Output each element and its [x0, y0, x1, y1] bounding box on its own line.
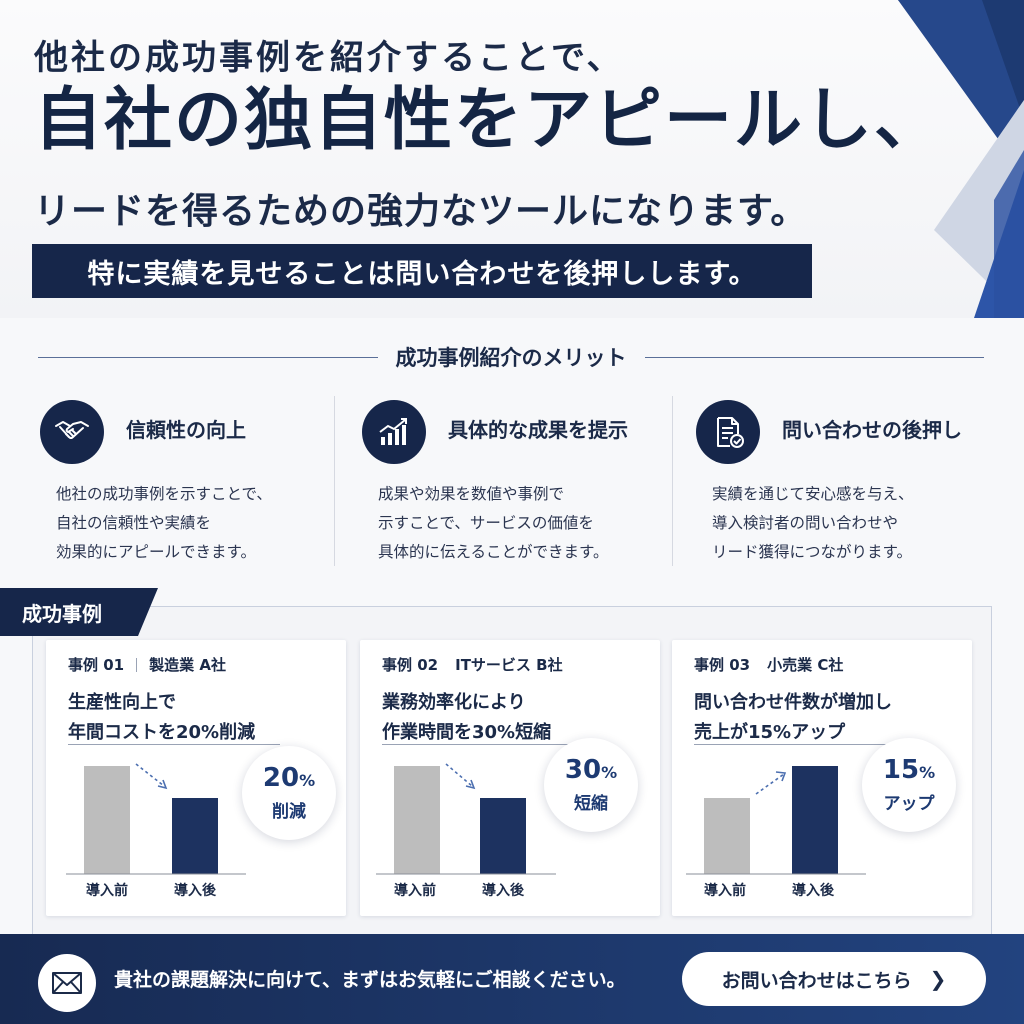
- merit-line: 成果や効果を数値や事例で: [378, 485, 565, 503]
- header-separator: [758, 658, 759, 672]
- trend-arrow: [445, 763, 473, 787]
- result-badge: 20% 削減: [242, 746, 336, 840]
- merit-item: 信頼性の向上 他社の成功事例を示すことで、 自社の信頼性や実績を 効果的にアピー…: [40, 396, 370, 566]
- trend-arrow-head: [465, 779, 476, 790]
- hero-band: 特に実績を見せることは問い合わせを後押しします。: [32, 244, 812, 298]
- merit-item: 具体的な成果を提示 成果や効果を数値や事例で 示すことで、サービスの価値を 具体…: [362, 396, 692, 566]
- before-label: 導入前: [86, 883, 128, 899]
- before-bar: [394, 766, 440, 874]
- hero-section: 他社の成功事例を紹介することで、 自社の独自性をアピールし、 リードを得るための…: [0, 0, 1024, 318]
- headline-underline: [382, 744, 594, 745]
- trend-arrow-head: [157, 779, 168, 790]
- merit-line: 導入検討者の問い合わせや: [712, 514, 899, 532]
- headline-underline: [694, 744, 906, 745]
- handshake-icon: [40, 400, 104, 464]
- contact-button[interactable]: お問い合わせはこちら ❯: [682, 952, 986, 1006]
- column-divider: [334, 396, 335, 566]
- before-label: 導入前: [394, 883, 436, 899]
- result-badge: 15% アップ: [862, 738, 956, 832]
- case-card: 事例 01 製造業 A社 生産性向上で 年間コストを20%削減 20% 削減 導…: [46, 640, 346, 916]
- merit-line: 示すことで、サービスの価値を: [378, 514, 594, 532]
- chevron-right-icon: ❯: [929, 967, 947, 991]
- case-headline-2: 年間コストを20%削減: [68, 722, 256, 743]
- badge-value: 15%: [882, 754, 936, 785]
- result-badge: 30% 短縮: [544, 738, 638, 832]
- merit-title: 問い合わせの後押し: [782, 418, 962, 442]
- merit-line: リード獲得につながります。: [712, 543, 912, 561]
- case-company: 製造業 A社: [149, 656, 226, 674]
- merit-line: 自社の信頼性や実績を: [56, 514, 212, 532]
- case-number: 事例 02: [382, 656, 439, 674]
- trend-arrow: [135, 763, 165, 787]
- case-header: 事例 03 小売業 C社: [694, 654, 843, 675]
- case-headline-1: 問い合わせ件数が増加し: [694, 692, 892, 713]
- case-headline-2: 売上が15%アップ: [694, 722, 846, 743]
- case-headline-2: 作業時間を30%短縮: [382, 722, 552, 743]
- bar-chart-growth-icon: [362, 400, 426, 464]
- badge-label: 削減: [272, 801, 306, 822]
- before-after-chart: [686, 766, 866, 875]
- footer-message: 貴社の課題解決に向けて、まずはお気軽にご相談ください。: [114, 969, 626, 991]
- case-company: 小売業 C社: [767, 656, 844, 674]
- merit-line: 効果的にアピールできます。: [56, 543, 256, 561]
- after-label: 導入後: [482, 883, 524, 899]
- case-card: 事例 02 ITサービス B社 業務効率化により 作業時間を30%短縮 30% …: [360, 640, 660, 916]
- case-headline-1: 生産性向上で: [68, 692, 176, 713]
- merit-line: 実績を通じて安心感を与え、: [712, 485, 914, 503]
- mail-icon: [38, 954, 96, 1012]
- merit-description: 実績を通じて安心感を与え、 導入検討者の問い合わせや リード獲得につながります。: [712, 480, 1012, 567]
- case-headline-1: 業務効率化により: [382, 692, 526, 713]
- case-company: ITサービス B社: [455, 656, 563, 674]
- header-separator: [136, 657, 138, 672]
- before-after-chart: [66, 763, 246, 875]
- headline-underline: [68, 744, 280, 745]
- case-card: 事例 03 小売業 C社 問い合わせ件数が増加し 売上が15%アップ 15% ア…: [672, 640, 972, 916]
- hero-headline: 自社の独自性をアピールし、: [34, 80, 945, 160]
- trend-arrow: [755, 773, 785, 795]
- merit-line: 他社の成功事例を示すことで、: [56, 485, 272, 503]
- trend-arrow-head: [775, 771, 787, 782]
- badge-label: 短縮: [574, 793, 608, 814]
- document-check-icon: [696, 400, 760, 464]
- hero-line-3: リードを得るための強力なツールになります。: [34, 190, 808, 232]
- header-separator: [446, 658, 447, 672]
- column-divider: [672, 396, 673, 566]
- badge-label: アップ: [883, 793, 935, 814]
- merit-line: 具体的に伝えることができます。: [378, 543, 609, 561]
- merit-title: 具体的な成果を提示: [448, 418, 628, 442]
- after-bar: [172, 798, 218, 874]
- merit-item: 問い合わせの後押し 実績を通じて安心感を与え、 導入検討者の問い合わせや リード…: [696, 396, 1024, 566]
- cases-tab-label: 成功事例: [22, 602, 102, 626]
- after-bar: [480, 798, 526, 874]
- before-after-chart: [376, 763, 556, 875]
- merit-description: 他社の成功事例を示すことで、 自社の信頼性や実績を 効果的にアピールできます。: [56, 480, 356, 567]
- case-header: 事例 02 ITサービス B社: [382, 654, 563, 675]
- after-label: 導入後: [174, 883, 216, 899]
- before-label: 導入前: [704, 883, 746, 899]
- case-number: 事例 03: [694, 656, 751, 674]
- heading-rule-left: [38, 356, 378, 358]
- badge-value: 30%: [564, 754, 618, 785]
- contact-button-label: お問い合わせはこちら: [721, 969, 912, 992]
- merits-heading-text: 成功事例紹介のメリット: [395, 345, 627, 370]
- cases-tab: [0, 588, 158, 636]
- heading-rule-right: [644, 356, 984, 358]
- after-bar: [792, 766, 838, 874]
- badge-value: 20%: [262, 762, 316, 793]
- before-bar: [704, 798, 750, 874]
- before-bar: [84, 766, 130, 874]
- after-label: 導入後: [792, 883, 834, 899]
- hero-line-1: 他社の成功事例を紹介することで、: [34, 38, 624, 78]
- case-number: 事例 01: [68, 656, 125, 674]
- case-header: 事例 01 製造業 A社: [68, 654, 226, 675]
- merit-description: 成果や効果を数値や事例で 示すことで、サービスの価値を 具体的に伝えることができ…: [378, 480, 678, 567]
- merit-title: 信頼性の向上: [126, 418, 246, 442]
- hero-decoration: [898, 0, 1024, 318]
- merits-heading: 成功事例紹介のメリット: [38, 340, 984, 374]
